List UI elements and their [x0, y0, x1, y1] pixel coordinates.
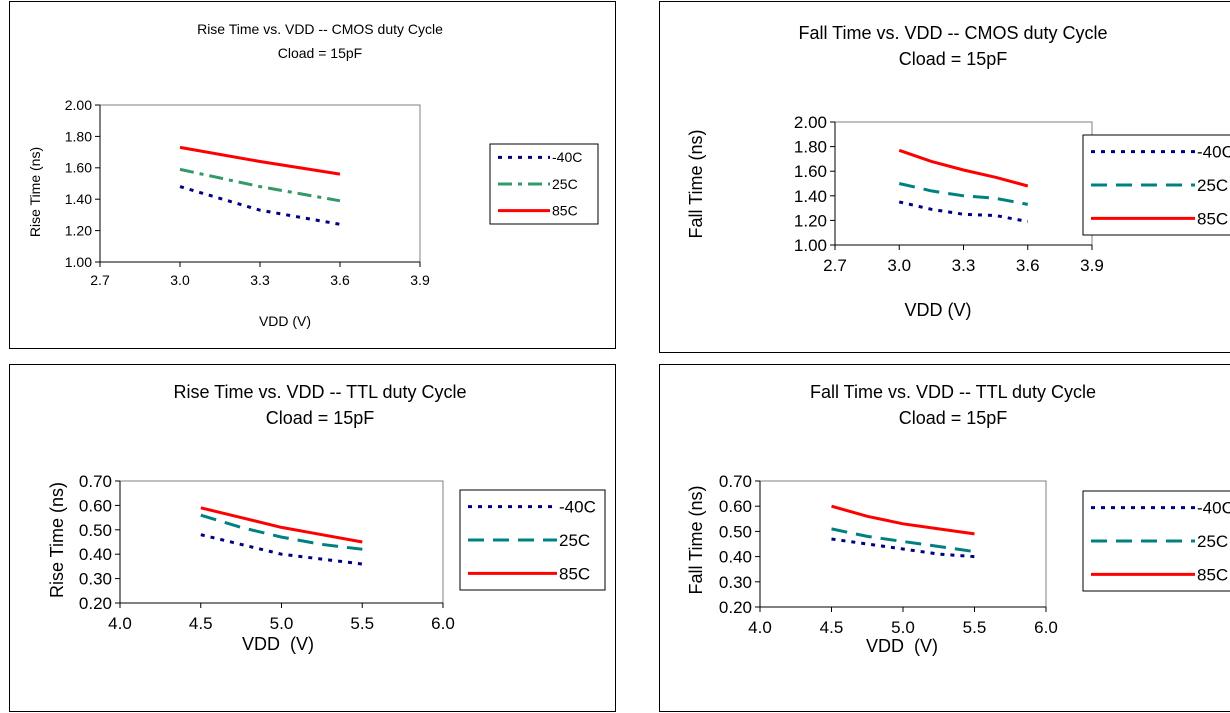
chart-0-plot-area — [99, 104, 421, 263]
chart-3-legend-label-0: -40C — [1197, 499, 1230, 518]
chart-3-subtitle: Cload = 15pF — [899, 408, 1008, 428]
chart-0-xtick-label-4: 3.9 — [410, 272, 430, 288]
chart-3-series-line-40c — [831, 537, 975, 559]
chart-2-series-line-85c — [200, 506, 363, 544]
chart-3-ytick-label-2: 0.40 — [719, 548, 752, 567]
chart-3-ytick-label-5: 0.70 — [719, 472, 752, 491]
chart-0-ytick-label-0: 1.00 — [65, 254, 92, 270]
chart-1-ylabel: Fall Time (ns) — [686, 129, 706, 238]
chart-3-xtick-label-2: 5.0 — [891, 618, 915, 637]
chart-0-subtitle: Cload = 15pF — [278, 45, 362, 61]
chart-0-xtick-label-1: 3.0 — [170, 272, 190, 288]
chart-0-series-line-40c — [179, 185, 341, 226]
chart-1-series-line-25c — [898, 182, 1029, 206]
chart-2-xlabel: VDD (V) — [242, 634, 314, 654]
chart-1-ytick-label-2: 1.40 — [794, 187, 827, 206]
chart-3-title: Fall Time vs. VDD -- TTL duty Cycle — [810, 382, 1096, 402]
chart-1-legend-label-2: 85C — [1197, 209, 1228, 228]
chart-2-xtick-label-4: 6.0 — [431, 614, 455, 633]
chart-0-ytick-label-3: 1.60 — [65, 160, 92, 176]
chart-panel-rise-ttl: Rise Time vs. VDD -- TTL duty Cycle Cload… — [9, 364, 616, 712]
chart-2-xtick-label-0: 4.0 — [108, 614, 132, 633]
chart-0-legend-label-1: 25C — [552, 176, 578, 192]
chart-3-ytick-label-0: 0.20 — [719, 598, 752, 617]
chart-1-xtick-label-0: 2.7 — [823, 256, 847, 275]
chart-2-xtick-label-1: 4.5 — [189, 614, 213, 633]
chart-1-xtick-label-1: 3.0 — [887, 256, 911, 275]
chart-2-legend-label-0: -40C — [559, 498, 596, 517]
chart-0-legend-label-0: -40C — [552, 149, 582, 165]
chart-2-ytick-label-0: 0.20 — [79, 594, 112, 613]
chart-1-legend-label-1: 25C — [1197, 176, 1228, 195]
chart-1-xlabel: VDD (V) — [905, 300, 972, 320]
chart-0-ytick-label-1: 1.20 — [65, 223, 92, 239]
chart-1-subtitle: Cload = 15pF — [899, 49, 1008, 69]
chart-1-ytick-label-5: 2.00 — [794, 113, 827, 132]
chart-1-series-line-40c — [898, 200, 1029, 224]
chart-3-plot-area — [759, 480, 1047, 608]
chart-0-ytick-label-2: 1.40 — [65, 191, 92, 207]
chart-0-series-line-25c — [179, 167, 341, 203]
chart-1-series-line-85c — [898, 148, 1029, 188]
chart-panel-fall-ttl: Fall Time vs. VDD -- TTL duty Cycle Cload… — [659, 364, 1230, 712]
chart-0-xtick-label-2: 3.3 — [250, 272, 270, 288]
chart-rise-ttl: Rise Time vs. VDD -- TTL duty Cycle Cload… — [47, 382, 606, 654]
chart-0-legend-label-2: 85C — [552, 203, 578, 219]
chart-2-ytick-label-3: 0.50 — [79, 521, 112, 540]
chart-0-ytick-label-5: 2.00 — [65, 97, 92, 113]
chart-fall-ttl: Fall Time vs. VDD -- TTL duty Cycle Cload… — [686, 382, 1230, 656]
chart-1-ytick-label-0: 1.00 — [794, 236, 827, 255]
chart-3-series-line-85c — [831, 504, 975, 536]
chart-3-xtick-label-3: 5.5 — [963, 618, 987, 637]
chart-0-xlabel: VDD (V) — [259, 313, 311, 329]
chart-1-xtick-label-3: 3.6 — [1016, 256, 1040, 275]
chart-3-legend-label-2: 85C — [1197, 565, 1228, 584]
chart-0-xtick-label-3: 3.6 — [330, 272, 350, 288]
chart-0-series-line-85c — [179, 145, 341, 176]
chart-0-xtick-label-0: 2.7 — [90, 272, 110, 288]
chart-2-ylabel: Rise Time (ns) — [47, 482, 67, 598]
chart-panel-rise-cmos: Rise Time vs. VDD -- CMOS duty Cycle Cloa… — [9, 1, 616, 349]
chart-1-xtick-label-4: 3.9 — [1080, 256, 1104, 275]
chart-0-ylabel: Rise Time (ns) — [27, 147, 43, 237]
chart-rise-cmos: Rise Time vs. VDD -- CMOS duty Cycle Cloa… — [27, 21, 599, 329]
chart-3-xtick-label-1: 4.5 — [820, 618, 844, 637]
chart-3-ytick-label-1: 0.30 — [719, 573, 752, 592]
chart-3-ytick-label-3: 0.50 — [719, 522, 752, 541]
chart-3-legend-label-1: 25C — [1197, 532, 1228, 551]
chart-1-xtick-label-2: 3.3 — [952, 256, 976, 275]
chart-2-legend-label-1: 25C — [559, 531, 590, 550]
chart-1-ytick-label-1: 1.20 — [794, 211, 827, 230]
chart-1-ytick-label-3: 1.60 — [794, 162, 827, 181]
chart-1-plot-area — [834, 121, 1093, 246]
chart-2-subtitle: Cload = 15pF — [266, 408, 375, 428]
chart-0-ytick-label-4: 1.80 — [65, 128, 92, 144]
chart-2-legend-label-2: 85C — [559, 564, 590, 583]
chart-3-ytick-label-4: 0.60 — [719, 497, 752, 516]
chart-2-ytick-label-1: 0.30 — [79, 570, 112, 589]
chart-3-xtick-label-4: 6.0 — [1034, 618, 1058, 637]
chart-1-title: Fall Time vs. VDD -- CMOS duty Cycle — [798, 23, 1107, 43]
chart-fall-cmos: Fall Time vs. VDD -- CMOS duty Cycle Cloa… — [686, 23, 1230, 320]
chart-2-ytick-label-5: 0.70 — [79, 472, 112, 491]
chart-3-ylabel: Fall Time (ns) — [686, 485, 706, 594]
chart-3-xtick-label-0: 4.0 — [748, 618, 772, 637]
chart-2-xtick-label-3: 5.5 — [350, 614, 374, 633]
chart-2-plot-area — [119, 480, 444, 604]
chart-0-title: Rise Time vs. VDD -- CMOS duty Cycle — [197, 21, 443, 37]
chart-2-series-line-25c — [200, 513, 363, 551]
chart-1-legend-label-0: -40C — [1197, 143, 1230, 162]
chart-2-ytick-label-2: 0.40 — [79, 545, 112, 564]
chart-2-ytick-label-4: 0.60 — [79, 496, 112, 515]
chart-2-series-line-40c — [200, 533, 363, 566]
chart-panel-fall-cmos: Fall Time vs. VDD -- CMOS duty Cycle Cloa… — [659, 1, 1230, 353]
chart-1-ytick-label-4: 1.80 — [794, 138, 827, 157]
chart-2-xtick-label-2: 5.0 — [270, 614, 294, 633]
chart-2-title: Rise Time vs. VDD -- TTL duty Cycle — [173, 382, 466, 402]
chart-3-xlabel: VDD (V) — [866, 636, 938, 656]
